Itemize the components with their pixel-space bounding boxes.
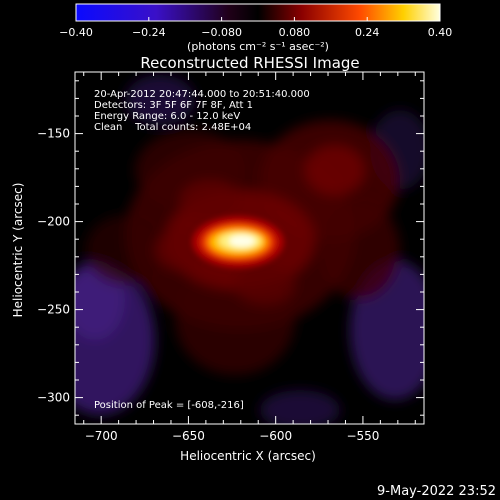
chart-title: Reconstructed RHESSI Image	[140, 54, 359, 72]
annotation-detectors: Detectors: 3F 5F 6F 7F 8F, Att 1	[94, 100, 253, 111]
colorbar-tick-label: −0.40	[59, 26, 93, 39]
colorbar-tick-label: 0.40	[428, 26, 453, 39]
annotation-energy-range: Energy Range: 6.0 - 12.0 keV	[94, 111, 240, 122]
peak-position-label: Position of Peak = [-608,-216]	[94, 400, 244, 411]
image-plot	[75, 72, 424, 424]
y-tick-label: −150	[37, 127, 70, 141]
y-axis-ticks: −300 −250 −200 −150	[37, 80, 424, 416]
colorbar-unit-label: (photons cm⁻² s⁻¹ asec⁻²)	[187, 40, 329, 53]
x-tick-label: −650	[172, 429, 205, 443]
colorbar-tick-label: −0.080	[201, 26, 242, 39]
x-axis-label: Heliocentric X (arcsec)	[180, 449, 316, 463]
plot-frame	[74, 71, 425, 425]
footer-timestamp: 9-May-2022 23:52	[377, 484, 496, 499]
y-tick-label: −250	[37, 303, 70, 317]
annotation-time-range: 20-Apr-2012 20:47:44.000 to 20:51:40.000	[94, 89, 310, 100]
colorbar-ticks: −0.40 −0.24 −0.080 0.080 0.24 0.40	[59, 17, 452, 39]
y-tick-label: −300	[37, 391, 70, 405]
x-tick-label: −550	[346, 429, 379, 443]
x-tick-label: −600	[259, 429, 292, 443]
colorbar-tick-label: 0.080	[279, 26, 311, 39]
colorbar-tick-label: −0.24	[132, 26, 166, 39]
x-axis-ticks: −700 −650 −600 −550	[83, 72, 416, 443]
y-axis-label: Heliocentric Y (arcsec)	[11, 183, 25, 318]
colorbar-tick-label: 0.24	[355, 26, 380, 39]
colorbar	[75, 3, 441, 22]
x-tick-label: −700	[85, 429, 118, 443]
y-tick-label: −200	[37, 215, 70, 229]
annotation-clean-counts: Clean Total counts: 2.48E+04	[94, 122, 251, 133]
